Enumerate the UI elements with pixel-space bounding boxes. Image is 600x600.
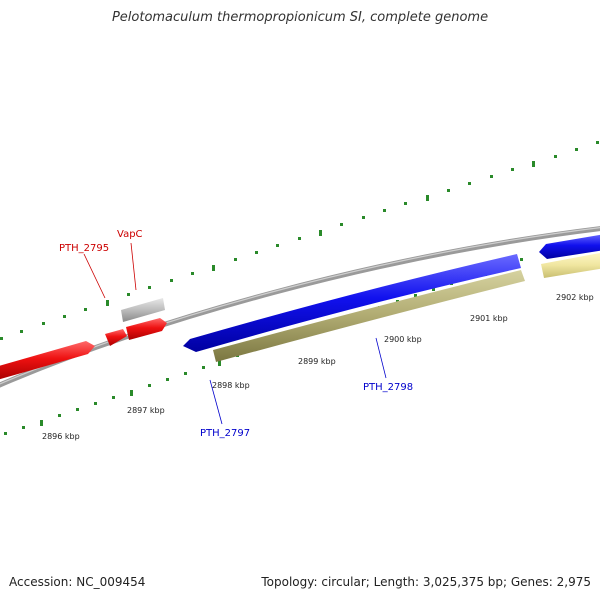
topology-label: Topology: circular; Length: 3,025,375 bp… xyxy=(261,575,591,589)
outer-tick xyxy=(234,258,237,261)
inner-tick xyxy=(148,384,151,387)
rna-feature-gray[interactable] xyxy=(121,298,165,322)
outer-tick xyxy=(0,337,3,340)
outer-tick xyxy=(42,322,45,325)
leader-line-pth-2797 xyxy=(209,379,223,425)
scale-label: 2896 kbp xyxy=(42,432,80,441)
outer-tick xyxy=(490,175,493,178)
outer-tick xyxy=(170,279,173,282)
outer-tick xyxy=(276,244,279,247)
scale-label: 2897 kbp xyxy=(127,406,165,415)
inner-tick xyxy=(166,378,169,381)
scale-label: 2899 kbp xyxy=(298,357,336,366)
inner-tick-major xyxy=(218,360,221,366)
outer-tick xyxy=(447,189,450,192)
outer-tick xyxy=(84,308,87,311)
outer-tick-track xyxy=(0,141,599,340)
inner-tick xyxy=(76,408,79,411)
outer-tick xyxy=(148,286,151,289)
gene-label-pth-2797[interactable]: PTH_2797 xyxy=(200,428,250,439)
gene-label-pth-2795[interactable]: PTH_2795 xyxy=(59,243,109,254)
outer-tick-major xyxy=(106,300,109,306)
scale-label: 2901 kbp xyxy=(470,314,508,323)
inner-tick xyxy=(4,432,7,435)
cds-feature-blue[interactable] xyxy=(539,234,600,259)
inner-tick-major xyxy=(40,420,43,426)
inner-tick xyxy=(58,414,61,417)
outer-tick xyxy=(511,168,514,171)
scale-label: 2898 kbp xyxy=(212,381,250,390)
leader-line-vapc xyxy=(130,242,137,291)
outer-tick xyxy=(468,182,471,185)
outer-tick xyxy=(575,148,578,151)
outer-tick xyxy=(20,330,23,333)
outer-tick-major xyxy=(319,230,322,236)
cds-feature-blue-pth-2798[interactable] xyxy=(183,254,521,352)
page-title: Pelotomaculum thermopropionicum SI, comp… xyxy=(111,10,489,25)
inner-tick xyxy=(22,426,25,429)
outer-tick-major xyxy=(212,265,215,271)
outer-tick-major xyxy=(426,195,429,201)
outer-tick-major xyxy=(532,161,535,167)
inner-tick xyxy=(184,372,187,375)
outer-tick xyxy=(340,223,343,226)
leader-line-pth-2795 xyxy=(83,253,106,299)
scale-label: 2900 kbp xyxy=(384,335,422,344)
cds-feature-red[interactable] xyxy=(0,341,95,380)
cds-feature-red-pth-2795[interactable] xyxy=(105,329,127,346)
outer-tick xyxy=(362,216,365,219)
gene-label-pth-2798[interactable]: PTH_2798 xyxy=(363,382,413,393)
gene-label-vapc[interactable]: VapC xyxy=(117,229,143,240)
outer-tick xyxy=(191,272,194,275)
outer-tick xyxy=(383,209,386,212)
inner-tick xyxy=(520,258,523,261)
leader-line-pth-2798 xyxy=(375,337,387,379)
outer-tick xyxy=(298,237,301,240)
inner-tick xyxy=(112,396,115,399)
inner-tick-major xyxy=(130,390,133,396)
inner-tick xyxy=(432,288,435,291)
outer-tick xyxy=(404,202,407,205)
accession-label: Accession: NC_009454 xyxy=(9,575,146,589)
cds-feature-red-vapc[interactable] xyxy=(126,318,167,340)
feature-yellow[interactable] xyxy=(541,252,600,278)
inner-tick xyxy=(202,366,205,369)
outer-tick xyxy=(554,155,557,158)
outer-tick xyxy=(127,293,130,296)
outer-tick xyxy=(596,141,599,144)
outer-tick xyxy=(255,251,258,254)
inner-tick xyxy=(414,294,417,297)
outer-tick xyxy=(63,315,66,318)
feature-olive[interactable] xyxy=(213,270,525,362)
inner-tick xyxy=(94,402,97,405)
scale-label: 2902 kbp xyxy=(556,293,594,302)
